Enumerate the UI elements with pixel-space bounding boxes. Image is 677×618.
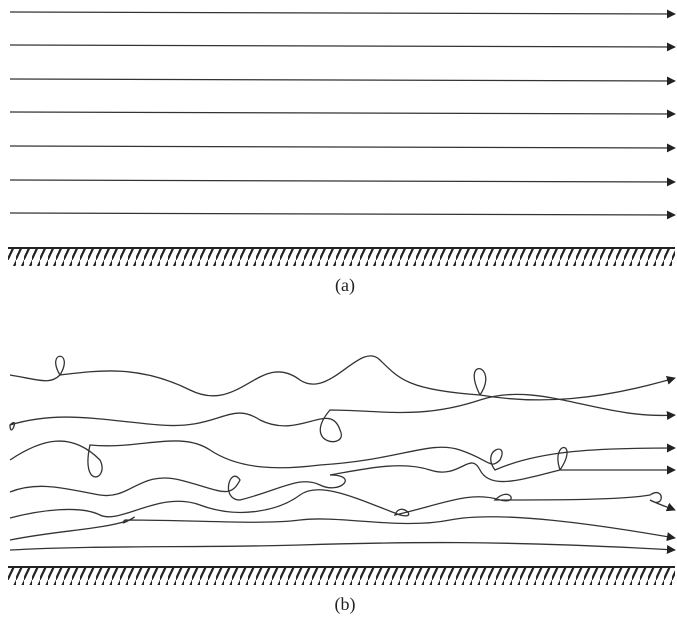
streamline bbox=[10, 12, 675, 14]
streamline bbox=[10, 112, 675, 114]
streamline bbox=[10, 180, 675, 182]
streamline bbox=[10, 45, 675, 47]
streamline bbox=[10, 490, 675, 518]
flow-diagram: (a) (b) bbox=[0, 0, 677, 618]
streamline bbox=[10, 448, 675, 501]
streamline bbox=[10, 543, 675, 550]
streamline bbox=[10, 79, 675, 81]
streamline bbox=[10, 441, 675, 477]
streamline bbox=[10, 146, 675, 148]
page: {"panels": [{"label": "(a)"}, {"label": … bbox=[0, 0, 677, 618]
wall-hatching bbox=[8, 568, 675, 585]
wall-hatching bbox=[8, 249, 675, 266]
panel-label: (b) bbox=[335, 594, 356, 615]
streamline bbox=[10, 394, 675, 441]
streamline bbox=[10, 517, 675, 540]
turbulent-panel: (b) bbox=[8, 356, 675, 615]
panel-label: (a) bbox=[335, 275, 355, 296]
streamline bbox=[10, 356, 675, 400]
laminar-panel: (a) bbox=[8, 12, 675, 296]
streamline bbox=[10, 213, 675, 215]
